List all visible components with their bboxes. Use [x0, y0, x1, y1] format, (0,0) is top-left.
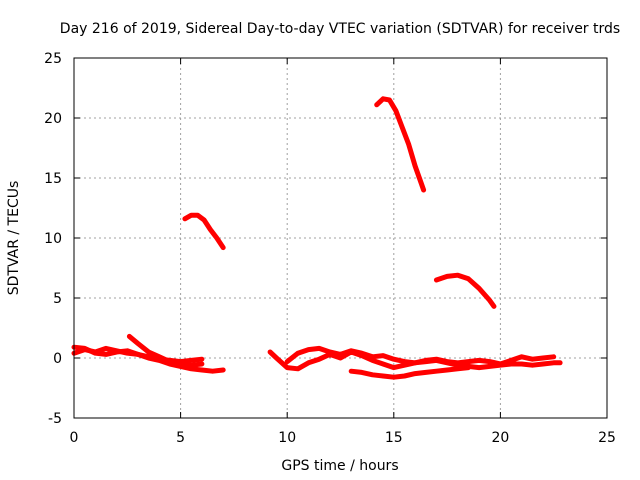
series-line-arc-7 — [348, 365, 471, 380]
series-group — [71, 96, 563, 380]
x-tick-label: 25 — [598, 430, 616, 446]
x-tick-label: 10 — [278, 430, 296, 446]
series-line-arc-8 — [374, 96, 427, 193]
y-tick-label: 10 — [44, 231, 62, 247]
y-tick-label: 0 — [53, 351, 62, 367]
x-tick-label: 15 — [385, 430, 403, 446]
series-line-arc-9 — [433, 272, 497, 309]
y-tick-label: 15 — [44, 171, 62, 187]
y-tick-label: 5 — [53, 291, 62, 307]
x-axis-label: GPS time / hours — [281, 458, 398, 474]
y-axis-label: SDTVAR / TECUs — [6, 181, 22, 296]
series-line-arc-3 — [126, 333, 205, 368]
x-tick-label: 5 — [176, 430, 185, 446]
series-line-arc-6 — [284, 345, 557, 367]
axis-ticks: 0 5 10 15 20 25 -5 0 5 10 15 20 25 — [44, 51, 616, 446]
y-tick-label: 25 — [44, 51, 62, 67]
x-tick-label: 20 — [491, 430, 509, 446]
chart-title: Day 216 of 2019, Sidereal Day-to-day VTE… — [60, 21, 620, 37]
y-tick-label: -5 — [48, 411, 62, 427]
y-tick-label: 20 — [44, 111, 62, 127]
x-tick-label: 0 — [70, 430, 79, 446]
series-line-arc-4 — [182, 212, 226, 251]
